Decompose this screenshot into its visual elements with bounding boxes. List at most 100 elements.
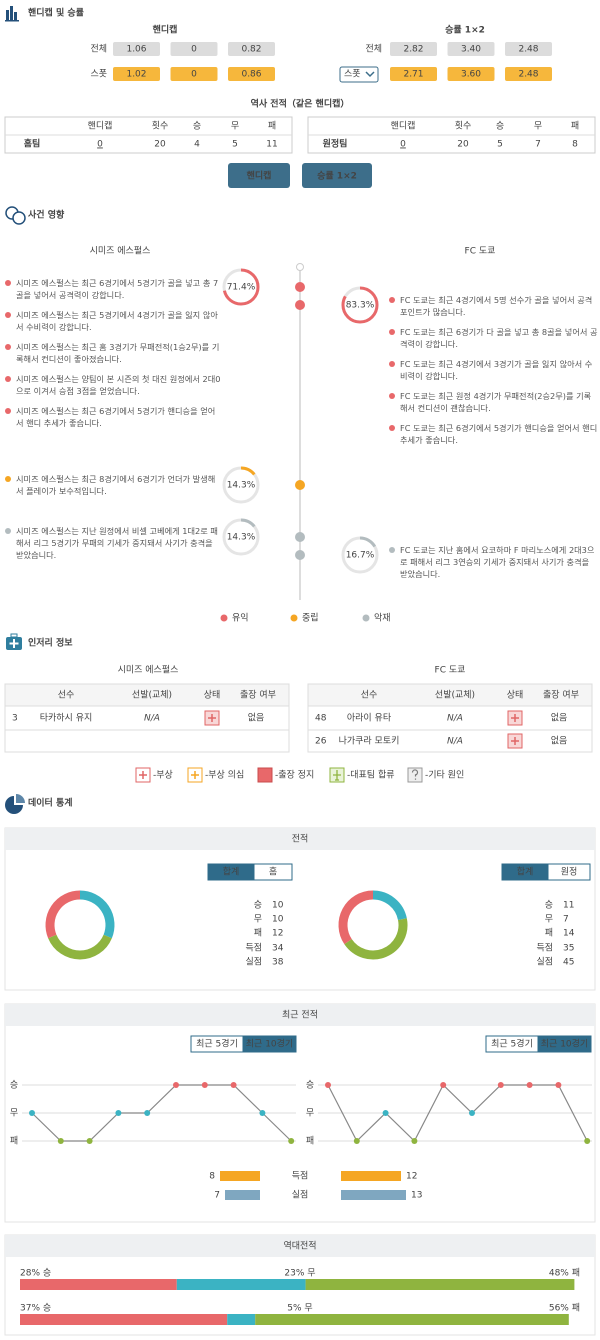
- legend-label: -출장 정지: [275, 770, 314, 781]
- value-text: 1.06: [126, 45, 146, 55]
- goal-label: 실점: [292, 1189, 309, 1201]
- spot-select[interactable]: [339, 66, 379, 83]
- stat-label: 무: [254, 914, 262, 925]
- result-point: [325, 1082, 331, 1088]
- h2h-label: 37% 승: [20, 1303, 51, 1314]
- legend-label: 유익: [232, 612, 249, 624]
- y-tick-label: 패: [306, 1136, 314, 1147]
- result-point: [353, 1138, 360, 1144]
- tab-label[interactable]: 최근 10경기: [246, 1038, 293, 1050]
- player-name: 아라이 유타: [347, 713, 392, 724]
- table-cell: 8: [572, 140, 578, 150]
- table-cell: 원정팀: [323, 138, 348, 150]
- value-text: 0: [191, 70, 197, 80]
- status-icon-question: [411, 769, 419, 780]
- row-label: 전체: [365, 44, 382, 55]
- tab-label[interactable]: 합계: [223, 866, 240, 878]
- result-point: [555, 1082, 562, 1088]
- result-point: [115, 1110, 122, 1116]
- impact-text: 시미즈 에스펄스는 최근 홈 3경기가 무패전적(1승2무)를 기록해서 컨디션…: [16, 342, 220, 364]
- impact-text: 시미즈 에스펄스는 최근 6경기에서 5경기가 골을 넣고 총 7골을 넣어서 …: [16, 278, 219, 300]
- player-lineup: N/A: [447, 737, 463, 747]
- tab-label[interactable]: 원정: [561, 867, 578, 878]
- result-point: [288, 1138, 295, 1144]
- table-cell: 5: [497, 140, 503, 150]
- table-header: 선수: [361, 690, 378, 701]
- bullet: [5, 408, 11, 414]
- timeline-start: [296, 263, 304, 271]
- value-box: [505, 42, 552, 56]
- timeline-dot: [295, 300, 305, 310]
- impact-text: 시미즈 에스펄스는 지난 원정에서 비셀 고베에게 1대2로 패해서 리그 5경…: [16, 526, 218, 560]
- section-title: 인저리 정보: [28, 637, 73, 649]
- value-text: 0.86: [241, 70, 261, 80]
- table-cell[interactable]: 0: [97, 140, 103, 150]
- value-text: 0: [191, 45, 197, 55]
- status-icon-cross: [208, 714, 216, 722]
- tab-label[interactable]: 최근 5경기: [196, 1038, 238, 1050]
- bullet: [5, 376, 11, 382]
- table-header: 무: [231, 121, 239, 132]
- panel: [4, 827, 596, 991]
- tab[interactable]: [537, 1035, 592, 1053]
- table-header: 선발(교체): [132, 690, 172, 701]
- table-cell: 20: [154, 140, 166, 150]
- goal-bar: [341, 1171, 401, 1181]
- result-point: [584, 1138, 591, 1144]
- value-text: 2.48: [518, 45, 538, 55]
- spot-select-text[interactable]: 스폿: [344, 69, 361, 80]
- impact-donut: [341, 536, 379, 574]
- bullet: [5, 280, 11, 286]
- h2h-segment: [255, 1314, 569, 1325]
- table-cell[interactable]: 0: [400, 140, 406, 150]
- stat-label: 득점: [536, 942, 553, 954]
- goal-value: 7: [214, 1191, 220, 1201]
- section-icon: [6, 633, 22, 650]
- tab-button-text[interactable]: 승률 1×2: [317, 170, 357, 182]
- record-donut-segment: [338, 890, 374, 945]
- stat-label: 실점: [536, 956, 553, 968]
- table-header: 무: [534, 121, 542, 132]
- legend-label: -부상: [153, 770, 173, 781]
- table-header: 출장 여부: [543, 689, 579, 701]
- section-title: 데이터 통계: [28, 797, 73, 809]
- result-point: [497, 1082, 504, 1088]
- result-point: [440, 1082, 447, 1088]
- tab-button[interactable]: [302, 163, 372, 188]
- tab-button[interactable]: [228, 163, 290, 188]
- table-cell: 5: [232, 140, 238, 150]
- select-arrow: [365, 71, 375, 78]
- row-label: 전체: [90, 44, 107, 55]
- bullet: [389, 393, 395, 399]
- player-number: 3: [12, 714, 18, 724]
- legend-label: 악재: [374, 612, 391, 624]
- timeline-dot: [295, 532, 305, 542]
- tab-label[interactable]: 홈: [269, 866, 277, 878]
- table-cell: 7: [535, 140, 541, 150]
- stat-label: 무: [545, 914, 553, 925]
- value-box: [170, 67, 218, 81]
- value-text: 2.48: [518, 70, 538, 80]
- result-point: [259, 1110, 266, 1116]
- tab-label[interactable]: 합계: [517, 866, 534, 878]
- table-header: 출장 여부: [240, 689, 276, 701]
- player-name: 타카하시 유지: [40, 713, 93, 724]
- impact-text: FC 도쿄는 지난 홈에서 요코하마 F 마리노스에게 2대3으로 패해서 리그…: [400, 545, 595, 579]
- timeline-dot: [295, 480, 305, 490]
- tab-button-text[interactable]: 핸디캡: [247, 170, 272, 182]
- record-donut-segment: [48, 934, 112, 960]
- stat-label: 승: [545, 900, 553, 911]
- tab[interactable]: [242, 1035, 297, 1053]
- tab-label[interactable]: 최근 5경기: [491, 1038, 533, 1050]
- tab-label[interactable]: 최근 10경기: [541, 1038, 588, 1050]
- table-header: 핸디캡: [88, 120, 113, 132]
- result-point: [57, 1138, 64, 1144]
- legend-dot: [220, 614, 228, 622]
- result-line: [31, 1084, 292, 1142]
- h2h-label: 28% 승: [20, 1268, 51, 1279]
- tab[interactable]: [547, 863, 591, 881]
- tab[interactable]: [253, 863, 293, 881]
- goal-value: 13: [411, 1191, 422, 1201]
